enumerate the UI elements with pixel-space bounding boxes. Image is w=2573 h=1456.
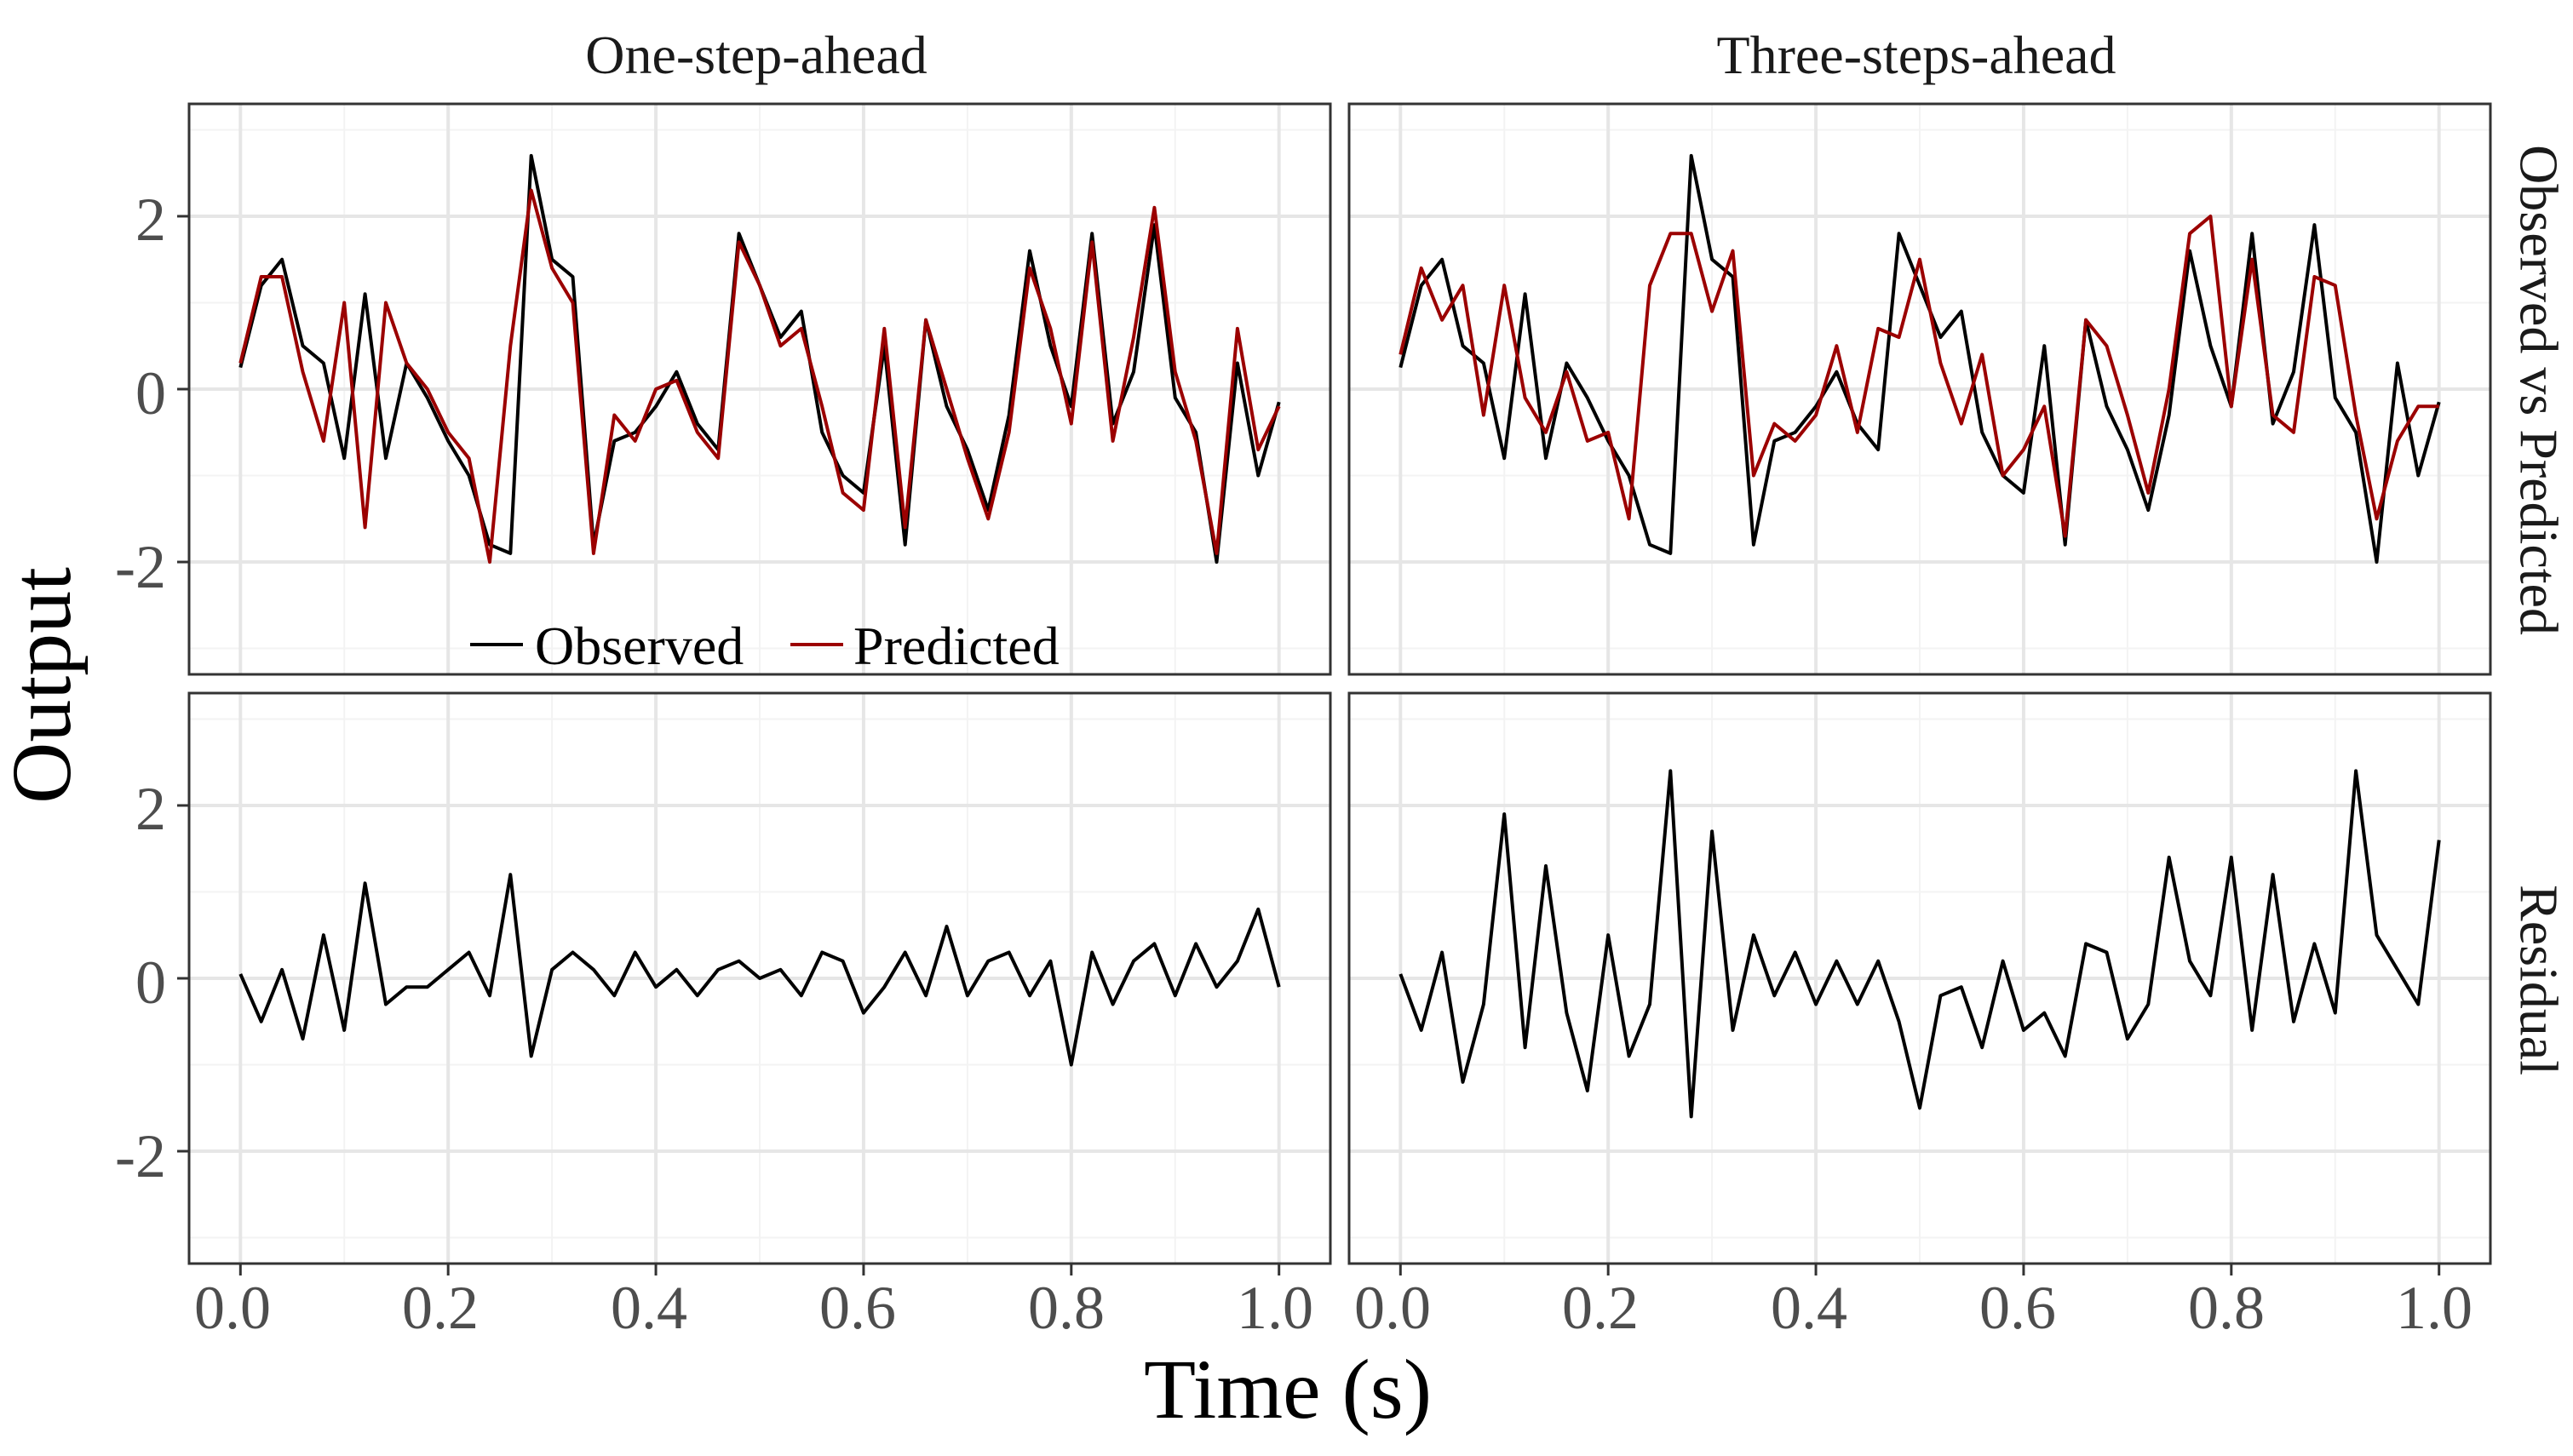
row-title-observed-vs-predicted: Observed vs Predicted	[2508, 145, 2569, 635]
y-tick-label-top-0: 0	[135, 359, 166, 427]
panel-border-r1c1	[1347, 691, 2492, 1265]
legend-label-predicted: Predicted	[853, 616, 1060, 676]
y-axis-title: Output	[0, 567, 89, 804]
panel-border-r0c0	[187, 102, 1332, 676]
x-tick-label-right-0.0: 0.0	[1354, 1274, 1431, 1342]
x-tick-label-left-0.2: 0.2	[402, 1274, 479, 1342]
x-tick-label-right-1.0: 1.0	[2396, 1274, 2472, 1342]
y-tick-label-bottom-0: 0	[135, 949, 166, 1017]
row-title-residual: Residual	[2508, 885, 2569, 1075]
panel-border-r0c1	[1347, 102, 2492, 676]
x-axis-title: Time (s)	[1144, 1342, 1432, 1436]
y-tick-label-bottom-neg2: -2	[115, 1122, 166, 1190]
x-tick-label-left-0.4: 0.4	[611, 1274, 687, 1342]
x-tick-label-left-1.0: 1.0	[1237, 1274, 1313, 1342]
column-title-three-steps: Three-steps-ahead	[1716, 25, 2116, 85]
x-tick-label-right-0.4: 0.4	[1771, 1274, 1847, 1342]
panel-border-r1c0	[187, 691, 1332, 1265]
legend-label-observed: Observed	[535, 616, 744, 676]
legend: Observed Predicted	[470, 616, 1060, 676]
series-line-three-steps-ahead-residual-residual	[1398, 769, 2441, 1119]
x-tick-label-right-0.6: 0.6	[1979, 1274, 2056, 1342]
series-lines	[238, 153, 2441, 1119]
x-tick-label-right-0.8: 0.8	[2188, 1274, 2265, 1342]
series-line-three-steps-ahead-observed-vs-predicted-predicted	[1398, 215, 2439, 538]
y-tick-label-bottom-2: 2	[135, 775, 166, 843]
series-line-one-step-ahead-observed-vs-predicted-predicted	[238, 188, 1281, 564]
panels	[177, 102, 2492, 1275]
y-tick-label-top-neg2: -2	[115, 533, 166, 601]
series-line-one-step-ahead-residual-residual	[238, 873, 1281, 1067]
x-tick-label-right-0.2: 0.2	[1562, 1274, 1639, 1342]
x-tick-label-left-0.0: 0.0	[194, 1274, 271, 1342]
y-tick-label-top-2: 2	[135, 186, 166, 254]
column-title-one-step: One-step-ahead	[585, 25, 928, 85]
x-tick-label-left-0.6: 0.6	[819, 1274, 896, 1342]
x-tick-label-left-0.8: 0.8	[1028, 1274, 1105, 1342]
